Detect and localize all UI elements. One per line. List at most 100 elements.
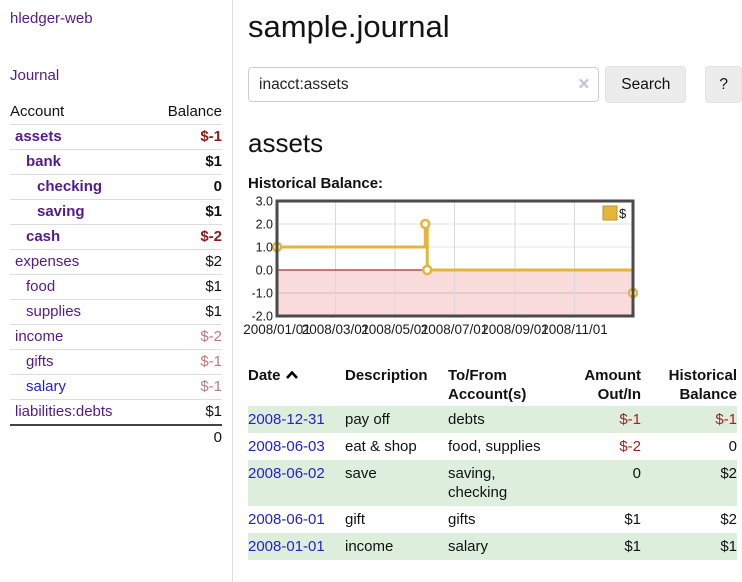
account-row: bank $1	[10, 149, 222, 175]
transaction-accounts: salary	[448, 538, 489, 555]
brand-link[interactable]: hledger-web	[10, 10, 93, 27]
svg-text:0.0: 0.0	[256, 264, 273, 278]
account-row: cash $-2	[10, 224, 222, 250]
svg-text:2008/07/01: 2008/07/01	[421, 322, 489, 337]
svg-text:$: $	[619, 206, 627, 221]
register-table: Date Description To/From Account(s) Amou…	[248, 364, 737, 560]
svg-text:1.0: 1.0	[256, 241, 273, 255]
sidebar-item-journal[interactable]: Journal	[10, 67, 60, 84]
account-row: food $1	[10, 274, 222, 300]
account-heading: assets	[248, 128, 324, 158]
account-balance: $-2	[148, 224, 222, 250]
transaction-amount: $-2	[619, 438, 641, 455]
accounts-total-row: 0	[10, 424, 222, 450]
transaction-balance: 0	[728, 438, 737, 455]
account-balance: $2	[148, 249, 222, 275]
account-balance: $1	[148, 199, 222, 225]
svg-text:2008/05/01: 2008/05/01	[361, 322, 429, 337]
account-link[interactable]: checking	[37, 178, 103, 195]
search-help-button[interactable]: ?	[705, 66, 742, 103]
register-row: 2008-01-01 income salary $1 $1	[248, 533, 737, 560]
register-row: 2008-06-03 eat & shop food, supplies $-2 0	[248, 433, 737, 460]
search-button[interactable]: Search	[605, 66, 687, 103]
chart-title: Historical Balance:	[248, 175, 384, 192]
register-header-balance: Historical Balance	[668, 367, 737, 403]
transaction-accounts: gifts	[448, 511, 476, 528]
account-row: assets $-1	[10, 124, 222, 150]
account-row: saving $1	[10, 199, 222, 225]
search-form: ✕ Search ?	[248, 66, 742, 103]
register-header-accounts: To/From Account(s)	[448, 367, 527, 403]
account-row: gifts $-1	[10, 349, 222, 375]
account-balance: $-1	[148, 124, 222, 150]
transaction-balance: $2	[720, 465, 737, 482]
register-header-date[interactable]: Date	[248, 364, 345, 406]
svg-text:2008/09/01: 2008/09/01	[481, 322, 549, 337]
svg-text:2.0: 2.0	[256, 218, 273, 232]
account-balance: $1	[148, 299, 222, 325]
account-balance: $-1	[148, 374, 222, 400]
transaction-amount: 0	[632, 465, 641, 482]
account-link[interactable]: bank	[26, 153, 62, 170]
transaction-date-link[interactable]: 2008-06-01	[248, 511, 325, 528]
transaction-date-link[interactable]: 2008-06-03	[248, 438, 325, 455]
account-row: liabilities:debts $1	[10, 399, 222, 425]
account-balance: $1	[148, 274, 222, 300]
transaction-amount: $1	[624, 511, 641, 528]
account-row: salary $-1	[10, 374, 222, 400]
account-balance: $1	[148, 399, 222, 425]
register-header-amount: Amount Out/In	[584, 367, 641, 403]
historical-balance-chart: $3.0 2.0 1.0 0.0 -1.0 -2.02008/01/012008/03/0…	[243, 195, 639, 337]
register-row: 2008-06-01 gift gifts $1 $2	[248, 506, 737, 533]
transaction-description: income	[345, 538, 394, 555]
sidebar: hledger-web Journal Account Balance asse…	[0, 0, 233, 582]
account-row: supplies $1	[10, 299, 222, 325]
accounts-total-balance: 0	[148, 424, 222, 450]
account-link[interactable]: income	[15, 328, 64, 345]
svg-text:2008/11/01: 2008/11/01	[541, 322, 608, 337]
account-balance: $-1	[148, 349, 222, 375]
account-row: expenses $2	[10, 249, 222, 275]
account-balance: $1	[148, 149, 222, 175]
account-link[interactable]: saving	[37, 203, 85, 220]
account-link[interactable]: expenses	[15, 253, 80, 270]
account-link[interactable]: gifts	[26, 353, 54, 370]
svg-text:2008/03/01: 2008/03/01	[302, 322, 370, 337]
account-link[interactable]: assets	[15, 128, 62, 145]
account-row: checking 0	[10, 174, 222, 200]
account-link[interactable]: cash	[26, 228, 61, 245]
accounts-table: Account Balance assets $-1 bank $1 checking 0…	[10, 100, 222, 450]
transaction-balance: $2	[720, 511, 737, 528]
svg-text:2008/01/01: 2008/01/01	[243, 322, 311, 337]
transaction-balance: $1	[720, 538, 737, 555]
accounts-header-balance: Balance	[167, 103, 222, 120]
svg-text:-2.0: -2.0	[251, 310, 273, 324]
svg-text:3.0: 3.0	[256, 195, 273, 209]
account-link[interactable]: supplies	[26, 303, 82, 320]
transaction-description: eat & shop	[345, 438, 417, 455]
accounts-header-account: Account	[10, 103, 65, 120]
transaction-balance: $-1	[715, 411, 737, 428]
register-row: 2008-12-31 pay off debts $-1 $-1	[248, 406, 737, 433]
account-link[interactable]: liabilities:debts	[15, 403, 113, 420]
register-header-description: Description	[345, 367, 428, 384]
search-input[interactable]	[248, 67, 600, 102]
register-header-row: Date Description To/From Account(s) Amou…	[248, 364, 737, 406]
transaction-amount: $1	[624, 538, 641, 555]
account-balance: 0	[148, 174, 222, 200]
transaction-description: save	[345, 465, 377, 482]
accounts-header-row: Account Balance	[10, 100, 222, 125]
clear-search-icon[interactable]: ✕	[577, 76, 591, 93]
transaction-accounts: saving, checking	[448, 465, 508, 501]
transaction-date-link[interactable]: 2008-01-01	[248, 538, 325, 555]
page-title: sample.journal	[248, 9, 450, 44]
transaction-accounts: food, supplies	[448, 438, 541, 455]
account-balance: $-2	[148, 324, 222, 350]
account-link[interactable]: salary	[26, 378, 67, 395]
transaction-amount: $-1	[619, 411, 641, 428]
transaction-date-link[interactable]: 2008-06-02	[248, 465, 325, 482]
transaction-date-link[interactable]: 2008-12-31	[248, 411, 325, 428]
main-content: sample.journal ✕ Search ? assets Histori…	[234, 0, 742, 582]
transaction-description: pay off	[345, 411, 390, 428]
account-link[interactable]: food	[26, 278, 56, 295]
